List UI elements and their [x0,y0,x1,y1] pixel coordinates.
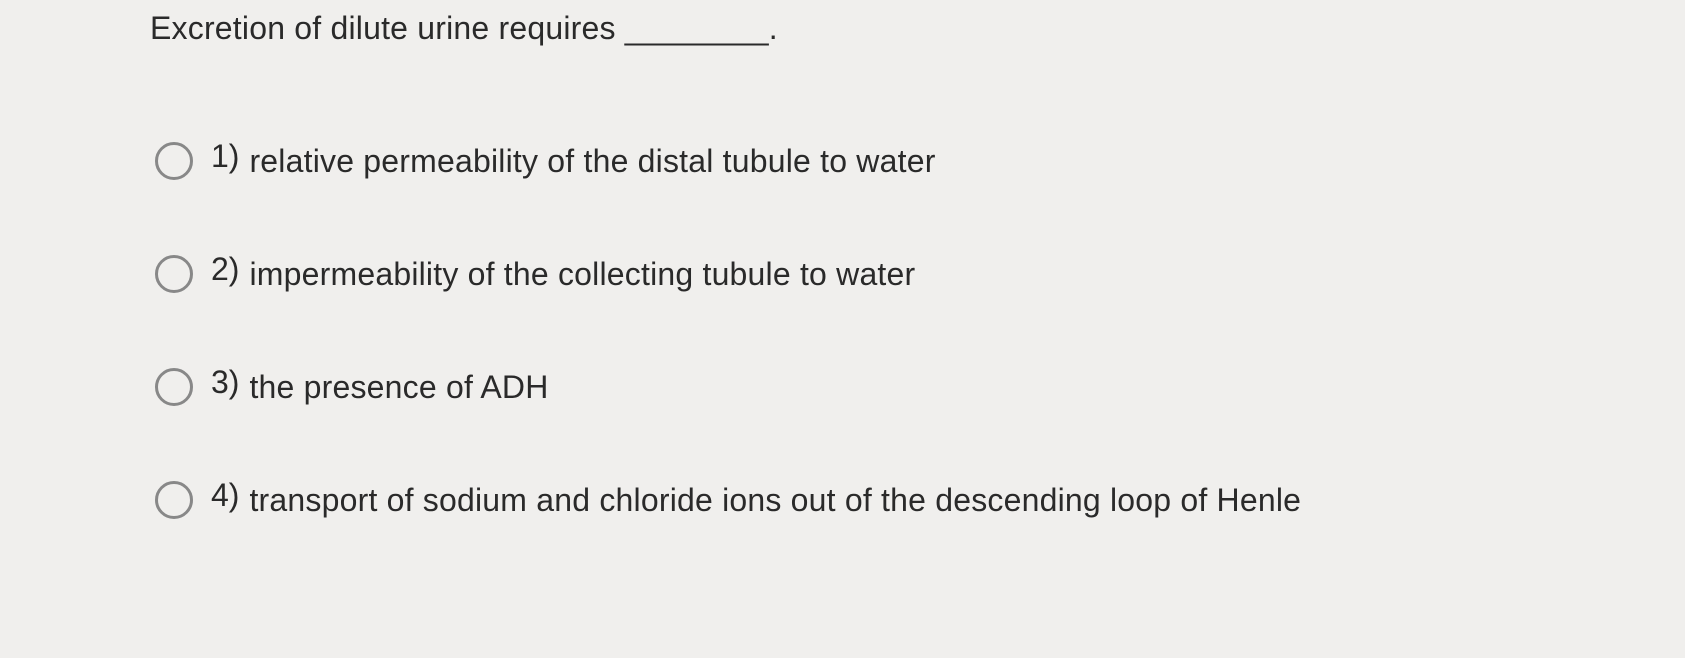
question-text: Excretion of dilute urine requires _____… [150,10,1685,47]
option-text: the presence of ADH [249,369,548,406]
option-number: 2) [211,251,239,288]
option-4[interactable]: 4) transport of sodium and chloride ions… [155,481,1685,519]
radio-icon[interactable] [155,368,193,406]
question-container: Excretion of dilute urine requires _____… [0,10,1685,519]
option-1[interactable]: 1) relative permeability of the distal t… [155,142,1685,180]
radio-icon[interactable] [155,481,193,519]
option-3[interactable]: 3) the presence of ADH [155,368,1685,406]
option-text: transport of sodium and chloride ions ou… [249,482,1301,519]
option-number: 1) [211,138,239,175]
option-text: relative permeability of the distal tubu… [249,143,935,180]
option-2[interactable]: 2) impermeability of the collecting tubu… [155,255,1685,293]
option-number: 3) [211,364,239,401]
options-list: 1) relative permeability of the distal t… [150,142,1685,519]
option-text: impermeability of the collecting tubule … [249,256,915,293]
radio-icon[interactable] [155,255,193,293]
radio-icon[interactable] [155,142,193,180]
option-number: 4) [211,477,239,514]
